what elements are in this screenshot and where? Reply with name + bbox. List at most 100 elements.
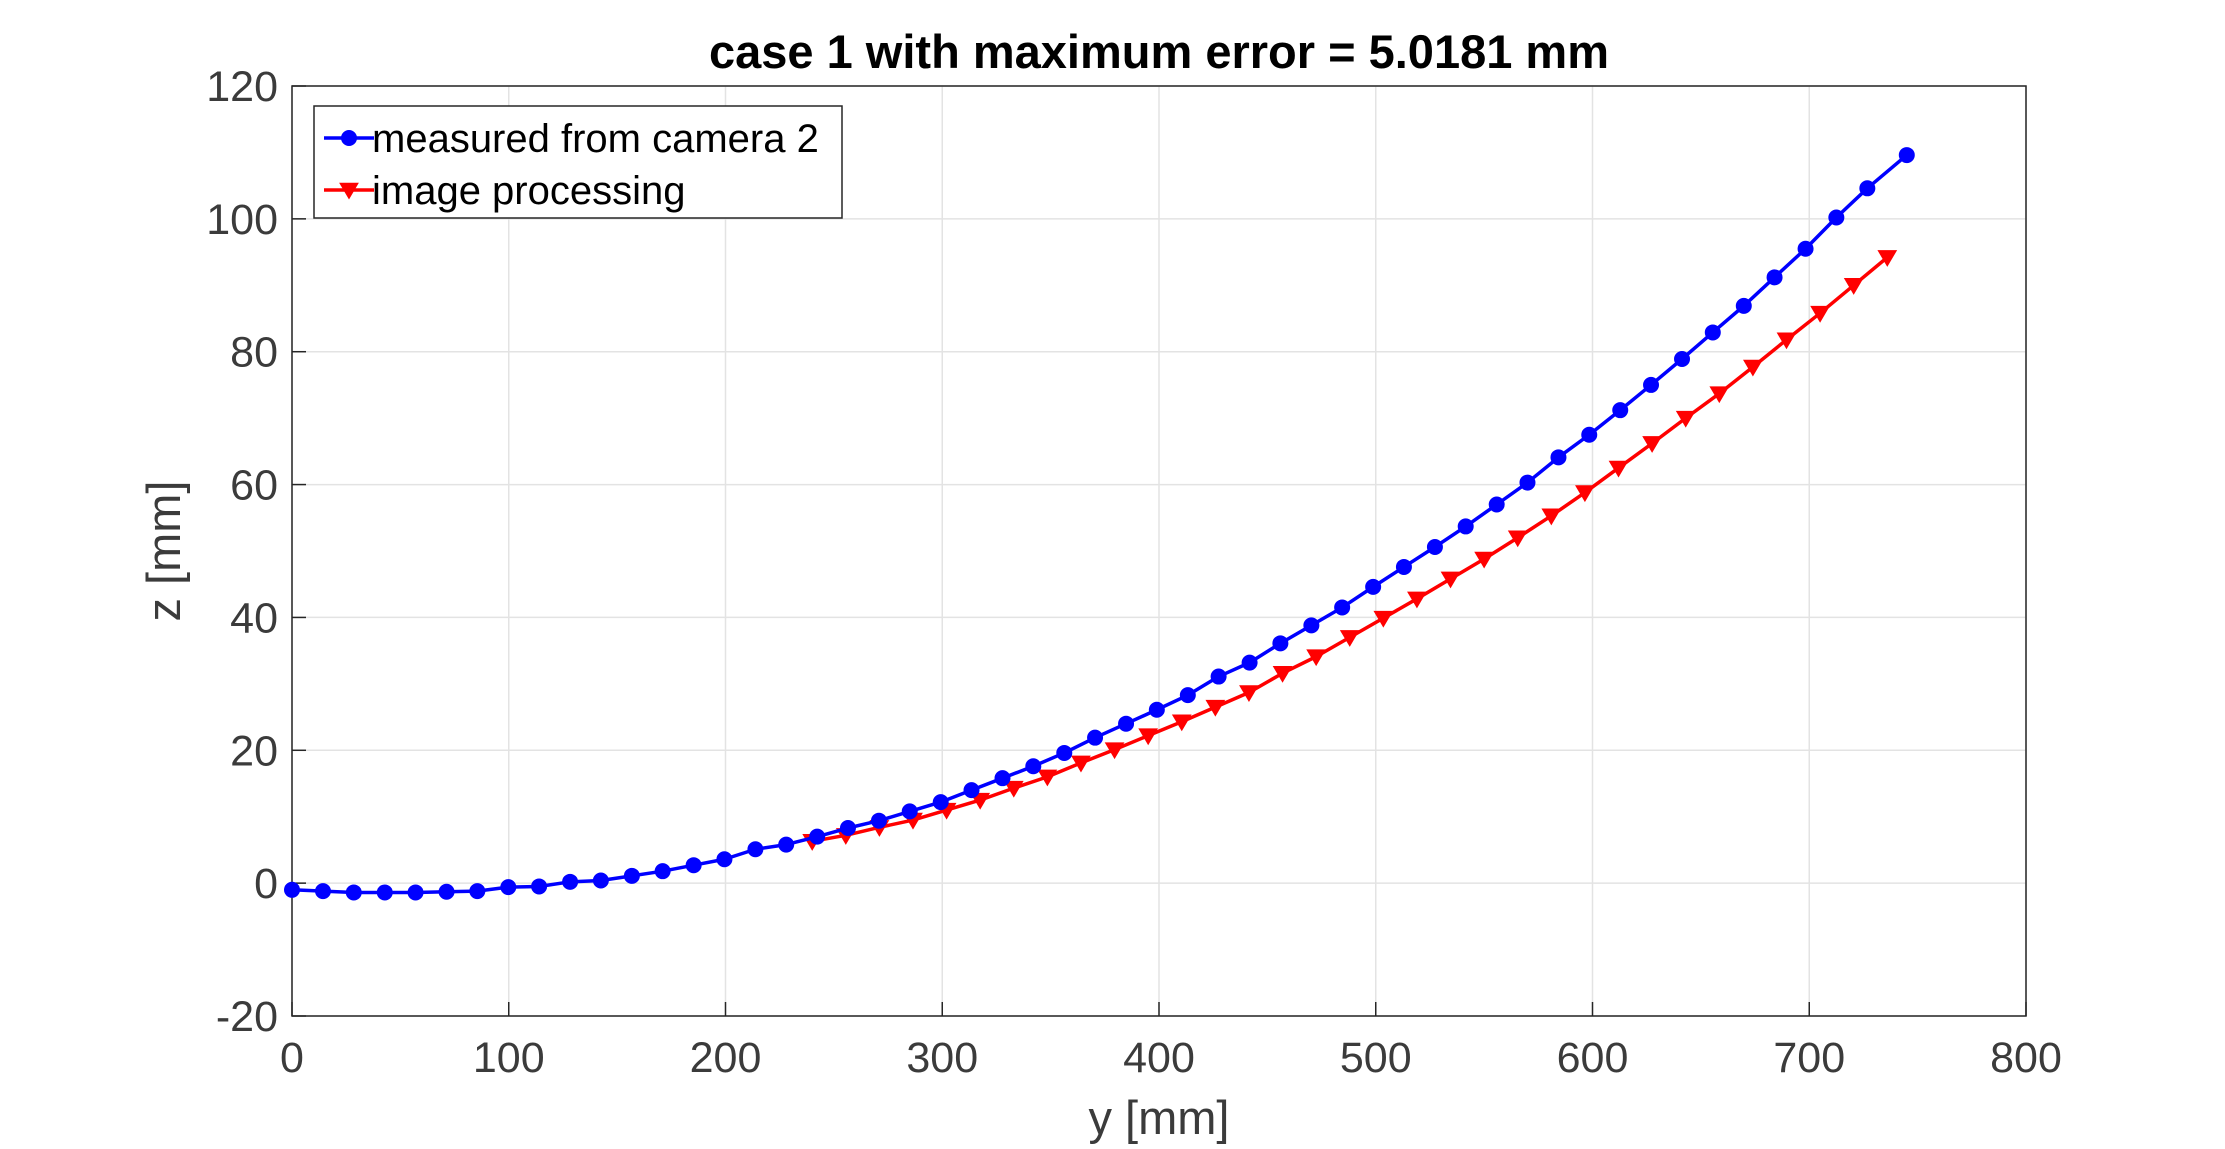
data-point-measured-from-camera-2 [1797,240,1814,257]
legend-box [313,105,843,219]
y-tick-label: 80 [230,329,278,377]
x-tick-label: 700 [1773,1034,1845,1082]
data-point-measured-from-camera-2 [1087,729,1104,746]
data-point-image-processing [1373,610,1394,628]
data-point-image-processing [1239,685,1259,703]
data-point-image-processing [1407,591,1427,609]
data-point-image-processing [1171,714,1192,732]
data-point-measured-from-camera-2 [314,883,331,900]
y-tick-label: 0 [254,860,278,908]
data-point-image-processing [1037,769,1058,787]
data-point-measured-from-camera-2 [1898,147,1915,164]
axis-ticks: 0 100 200 300 400 500 600 700 800-20020406080100… [206,63,2062,1082]
data-point-image-processing [1877,250,1898,267]
data-point-measured-from-camera-2 [1612,402,1629,419]
y-tick-label: 20 [230,727,278,775]
series-image-processing [802,250,1898,851]
data-point-measured-from-camera-2 [1859,180,1876,197]
legend: measured from camera 2 image processing [313,105,843,219]
data-point-image-processing [1675,410,1696,428]
data-point-measured-from-camera-2 [1365,578,1382,595]
x-tick-label: 200 [690,1034,762,1082]
data-point-measured-from-camera-2 [1457,518,1474,535]
data-point-measured-from-camera-2 [531,878,548,895]
legend-label-image-processing: image processing [372,169,686,213]
data-point-image-processing [1608,460,1629,478]
data-point-image-processing [1776,332,1797,350]
data-point-measured-from-camera-2 [1179,687,1196,704]
series-measured-from-camera-2 [284,147,1915,901]
data-point-measured-from-camera-2 [562,873,579,890]
data-point-measured-from-camera-2 [623,867,640,884]
data-point-measured-from-camera-2 [469,883,486,900]
data-point-measured-from-camera-2 [1303,617,1320,634]
data-point-image-processing [1306,649,1327,667]
data-point-measured-from-camera-2 [901,803,918,820]
data-point-measured-from-camera-2 [685,857,702,874]
data-point-measured-from-camera-2 [1643,376,1660,393]
legend-marker-image-processing [339,182,359,200]
data-point-measured-from-camera-2 [1488,496,1505,513]
data-point-image-processing [1339,630,1360,647]
series-layer [284,147,1915,901]
x-axis-label: y [mm] [1089,1091,1230,1144]
data-point-measured-from-camera-2 [1519,474,1536,491]
data-point-measured-from-camera-2 [1674,351,1691,368]
data-point-image-processing [1709,386,1730,404]
data-point-measured-from-camera-2 [747,841,764,858]
data-point-measured-from-camera-2 [778,836,795,853]
data-point-measured-from-camera-2 [839,820,856,837]
data-point-measured-from-camera-2 [1210,668,1227,685]
data-point-measured-from-camera-2 [1735,297,1752,314]
legend-label-measured-from-camera-2: measured from camera 2 [372,117,819,161]
x-tick-label: 100 [473,1034,545,1082]
data-point-measured-from-camera-2 [376,884,393,901]
y-tick-label: 120 [206,63,278,111]
legend-item-image-processing: image processing [324,169,686,213]
data-point-measured-from-camera-2 [438,883,455,900]
chart-title: case 1 with maximum error = 5.0181 mm [709,25,1609,78]
data-point-measured-from-camera-2 [1241,654,1258,671]
legend-item-measured-from-camera-2: measured from camera 2 [324,117,819,161]
data-point-measured-from-camera-2 [870,812,887,829]
data-point-measured-from-camera-2 [1025,758,1042,775]
data-point-image-processing [1541,508,1562,526]
data-point-measured-from-camera-2 [994,770,1011,787]
data-point-image-processing [1642,436,1662,453]
data-point-image-processing [1003,780,1024,798]
data-point-image-processing [1071,755,1091,773]
x-tick-label: 800 [1990,1034,2062,1082]
data-point-image-processing [1575,485,1595,503]
data-point-image-processing [1810,305,1830,323]
data-point-measured-from-camera-2 [1828,209,1845,226]
y-tick-label: 60 [230,462,278,510]
data-point-measured-from-camera-2 [1426,539,1443,556]
data-point-measured-from-camera-2 [1581,426,1598,443]
x-tick-label: 0 [280,1034,304,1082]
x-tick-label: 600 [1557,1034,1629,1082]
legend-entries: measured from camera 2 image processing [324,117,819,213]
y-tick-label: -20 [216,993,278,1041]
data-point-measured-from-camera-2 [1766,269,1783,286]
x-tick-label: 400 [1123,1034,1195,1082]
data-point-measured-from-camera-2 [284,881,300,898]
data-point-image-processing [1104,742,1125,760]
data-point-measured-from-camera-2 [345,884,362,901]
data-point-measured-from-camera-2 [1118,715,1135,732]
data-point-measured-from-camera-2 [654,863,671,880]
data-point-measured-from-camera-2 [716,851,733,868]
legend-marker-measured-from-camera-2 [341,130,357,146]
data-point-measured-from-camera-2 [1272,635,1289,652]
y-tick-label: 100 [206,196,278,244]
data-point-measured-from-camera-2 [407,884,424,901]
y-axis-label: z [mm] [137,481,190,622]
data-point-measured-from-camera-2 [1334,599,1351,616]
data-point-measured-from-camera-2 [1550,449,1567,466]
data-point-measured-from-camera-2 [1395,558,1412,575]
data-point-measured-from-camera-2 [592,872,609,889]
data-point-image-processing [1205,699,1226,717]
data-point-image-processing [970,792,991,810]
data-point-image-processing [1474,551,1494,569]
